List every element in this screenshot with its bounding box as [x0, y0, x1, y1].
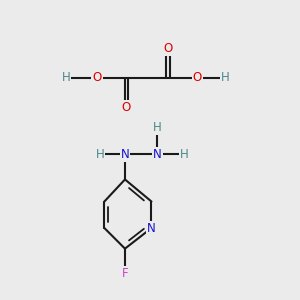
Text: O: O [193, 71, 202, 84]
Text: N: N [147, 221, 156, 235]
Text: H: H [62, 71, 70, 84]
Text: H: H [179, 148, 188, 161]
Text: O: O [163, 42, 172, 55]
Text: H: H [96, 148, 104, 161]
Text: N: N [121, 148, 129, 161]
Text: N: N [153, 148, 162, 161]
Text: F: F [122, 267, 128, 280]
Text: H: H [153, 122, 162, 134]
Text: O: O [92, 71, 102, 84]
Text: O: O [122, 101, 131, 114]
Text: H: H [221, 71, 230, 84]
